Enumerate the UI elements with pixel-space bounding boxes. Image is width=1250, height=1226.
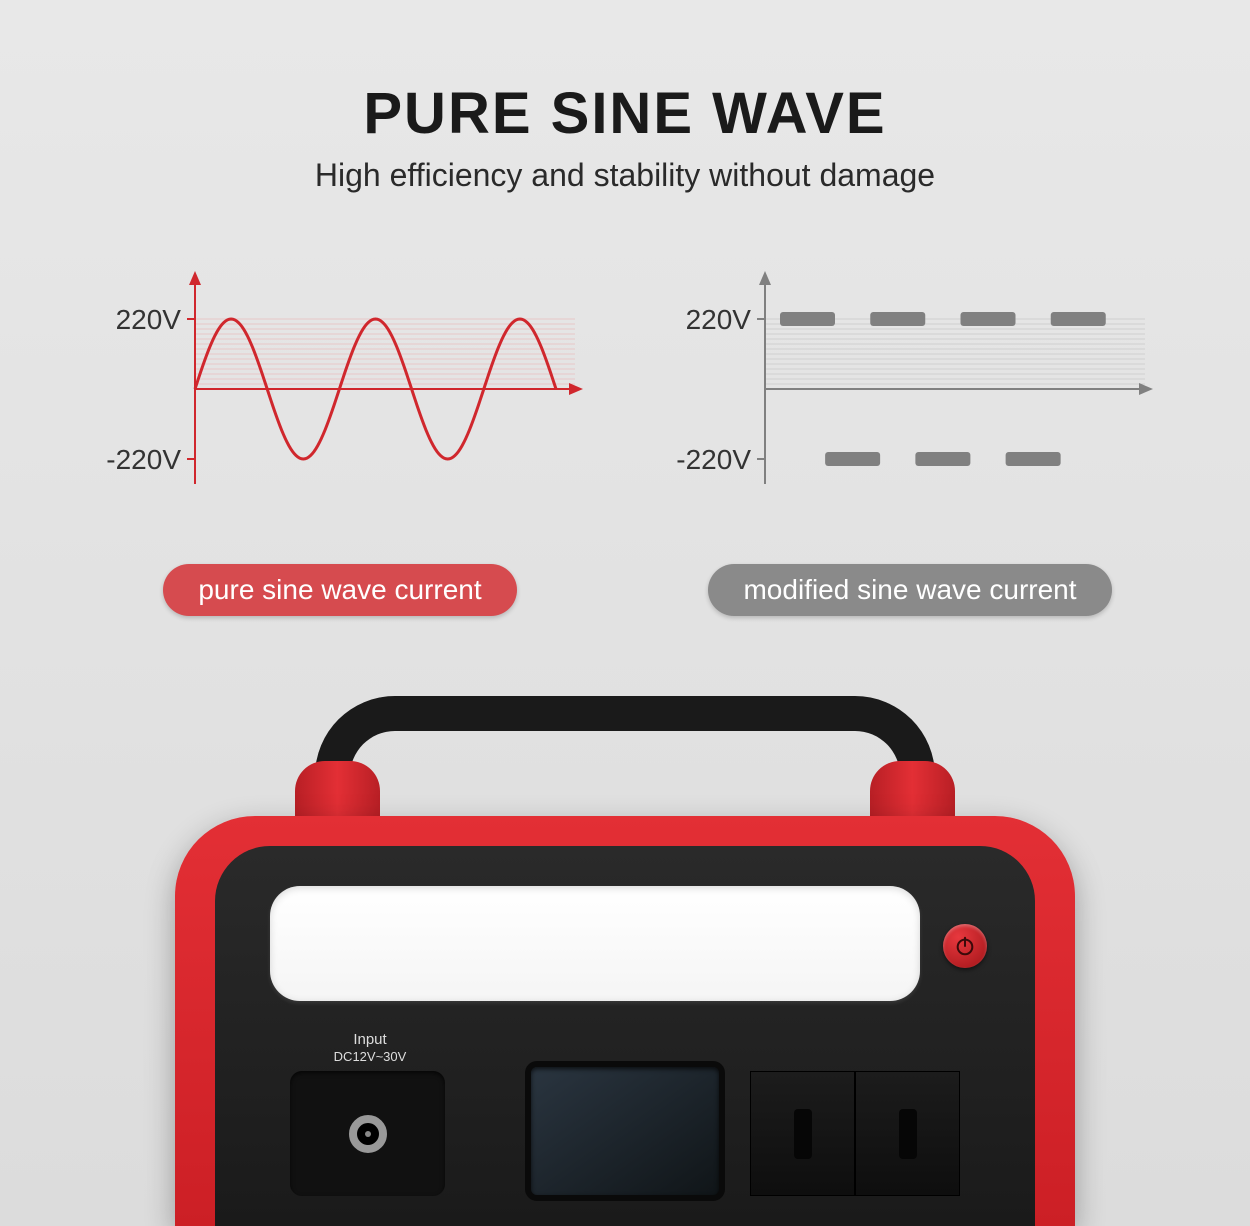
power-icon [954,935,976,957]
pure-sine-pill: pure sine wave current [163,564,516,616]
input-label-line2: DC12V~30V [300,1049,440,1065]
svg-text:220V: 220V [116,304,182,335]
usb-tab-icon [899,1109,917,1159]
subtitle: High efficiency and stability without da… [0,157,1250,194]
usb-cover-left [750,1071,855,1196]
usb-cover-right [855,1071,960,1196]
product-handle [315,686,935,816]
product-body-outer: Input DC12V~30V [175,816,1075,1226]
lcd-screen [525,1061,725,1201]
usb-tab-icon [794,1109,812,1159]
product-image: Input DC12V~30V [175,686,1075,1226]
pure-sine-svg: 220V -220V [90,249,590,529]
input-label: Input DC12V~30V [300,1031,440,1065]
dc-input-port [290,1071,445,1196]
dc-jack-icon [349,1115,387,1153]
product-light-panel [270,886,920,1001]
svg-text:-220V: -220V [106,444,181,475]
handle-arc [315,696,935,796]
heading-block: PURE SINE WAVE High efficiency and stabi… [0,0,1250,194]
main-title: PURE SINE WAVE [0,80,1250,147]
modified-sine-svg: 220V -220V [660,249,1160,529]
usb-port-cover [750,1071,960,1196]
modified-sine-pill: modified sine wave current [708,564,1111,616]
svg-text:220V: 220V [686,304,752,335]
power-button[interactable] [943,924,987,968]
pure-sine-chart: 220V -220V pure sine wave current [90,249,590,616]
svg-text:-220V: -220V [676,444,751,475]
product-body-inner: Input DC12V~30V [215,846,1035,1226]
charts-row: 220V -220V pure sine wave current 220V -22… [0,249,1250,616]
modified-sine-chart: 220V -220V modified sine wave current [660,249,1160,616]
input-label-line1: Input [353,1031,386,1048]
